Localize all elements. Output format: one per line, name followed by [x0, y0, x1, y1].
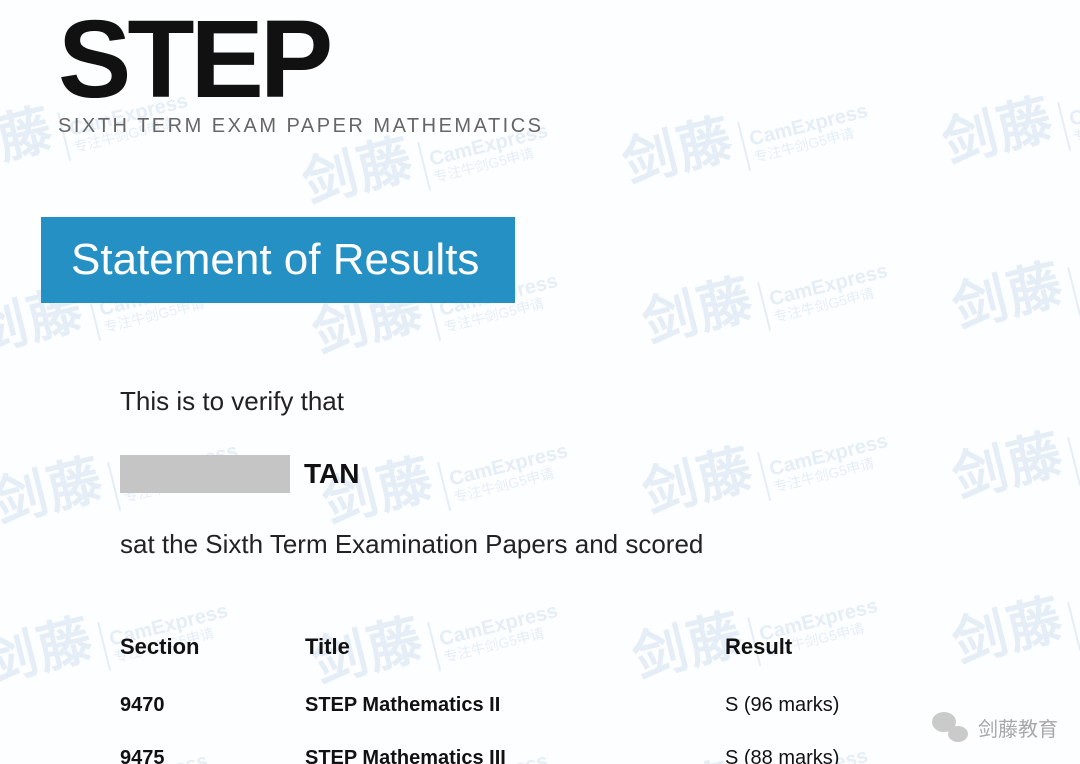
- table-row: 9470 STEP Mathematics II S (96 marks): [120, 694, 1000, 717]
- candidate-firstname-redacted: [120, 455, 290, 493]
- cell-title: STEP Mathematics II: [305, 694, 725, 717]
- document-page: { "header": { "logo_text": "STEP", "logo…: [0, 0, 1080, 764]
- document-body: This is to verify that TAN sat the Sixth…: [120, 386, 1000, 764]
- watermark: 剑藤CamExpress专注牛剑G5申请: [613, 61, 876, 205]
- watermark: 剑藤CamExpress专注牛剑G5申请: [633, 221, 896, 365]
- wechat-label: 剑藤教育: [978, 713, 1058, 742]
- logo-text: STEP: [58, 10, 544, 109]
- results-banner: Statement of Results: [41, 217, 515, 303]
- col-header-section: Section: [120, 634, 305, 660]
- cell-section: 9470: [120, 694, 305, 717]
- sat-text: sat the Sixth Term Examination Papers an…: [120, 529, 1000, 560]
- table-row: 9475 STEP Mathematics III S (88 marks): [120, 747, 1000, 764]
- logo-area: STEP SIXTH TERM EXAM PAPER MATHEMATICS: [58, 10, 544, 138]
- banner-text: Statement of Results: [71, 235, 479, 285]
- logo-subtitle: SIXTH TERM EXAM PAPER MATHEMATICS: [58, 115, 544, 138]
- watermark: 剑藤CamExpress专注牛剑G5申请: [933, 41, 1080, 185]
- candidate-surname: TAN: [304, 458, 359, 490]
- watermark: 剑藤CamExpress专注牛剑G5申请: [943, 206, 1080, 350]
- col-header-title: Title: [305, 634, 725, 660]
- col-header-result: Result: [725, 634, 1000, 660]
- wechat-badge: 剑藤教育: [932, 712, 1058, 742]
- cell-title: STEP Mathematics III: [305, 747, 725, 764]
- candidate-name-row: TAN: [120, 455, 1000, 493]
- cell-result: S (88 marks): [725, 747, 1000, 764]
- wechat-icon: [932, 712, 968, 742]
- cell-section: 9475: [120, 747, 305, 764]
- table-header-row: Section Title Result: [120, 634, 1000, 660]
- verify-text: This is to verify that: [120, 386, 1000, 417]
- results-table: Section Title Result 9470 STEP Mathemati…: [120, 634, 1000, 764]
